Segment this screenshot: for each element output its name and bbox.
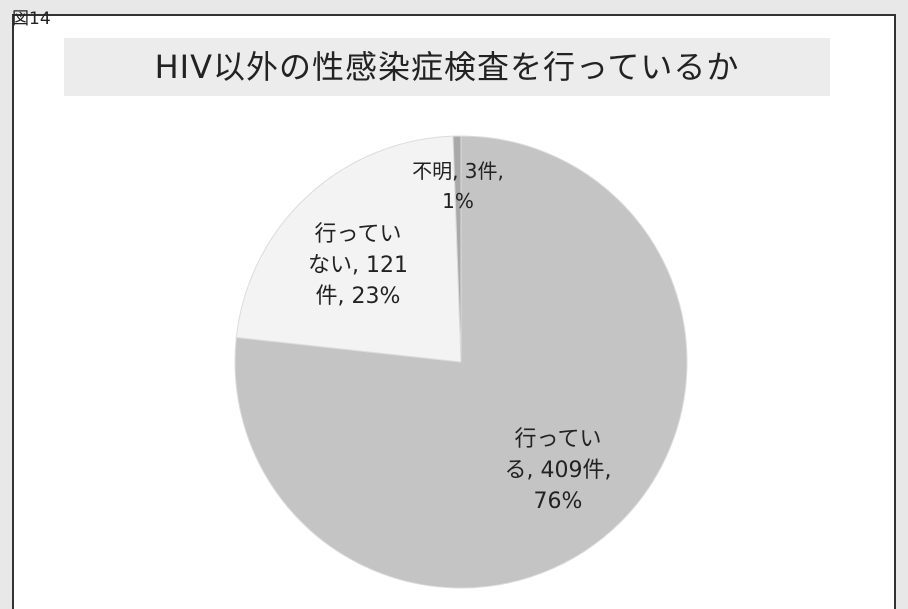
slice-label-unknown: 不明, 3件, 1% [412,159,504,213]
chart-title: HIV以外の性感染症検査を行っているか [154,48,740,86]
slice-label-no: 行ってい ない, 121 件, 23% [308,222,408,309]
pie-slice-no [235,135,462,363]
pie-slice-yes [234,135,688,589]
pie-slice-unknown [452,135,462,363]
title-band [64,38,830,96]
slice-label-yes: 行ってい る, 409件, 76% [504,427,612,514]
figure-label: 図14 [12,9,51,29]
